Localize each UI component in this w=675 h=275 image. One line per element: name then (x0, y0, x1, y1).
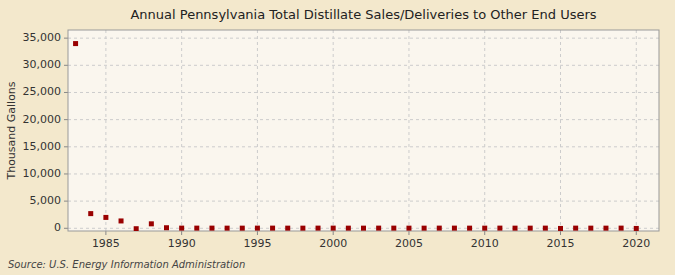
grid-line (181, 30, 182, 231)
tick-label: 0 (54, 221, 61, 234)
tick-label: 2015 (547, 237, 575, 250)
plot-background (68, 30, 659, 231)
point (513, 226, 518, 231)
point (209, 226, 214, 231)
tick-label: 1990 (168, 237, 196, 250)
grid-line (68, 92, 659, 93)
tick-label: 20,000 (23, 113, 62, 126)
tick (636, 231, 637, 235)
tick-label: 35,000 (23, 31, 62, 44)
grid-line (68, 38, 659, 39)
tick (64, 92, 68, 93)
axes: 0 5,000 10,000 15,000 20,000 25,000 30,000 35,0… (23, 31, 651, 250)
tick (560, 231, 561, 235)
point (619, 226, 624, 231)
grid-line (333, 30, 334, 231)
point (88, 211, 93, 216)
point (603, 226, 608, 231)
tick (257, 231, 258, 235)
point (103, 215, 108, 220)
point (573, 226, 578, 231)
point (482, 226, 487, 231)
y-axis-label: Thousand Gallons (5, 81, 18, 180)
point (422, 226, 427, 231)
point (73, 41, 78, 46)
point (543, 226, 548, 231)
grid-line (257, 30, 258, 231)
points (73, 41, 639, 231)
chart: 0 5,000 10,000 15,000 20,000 25,000 30,000 35,0… (0, 0, 675, 275)
point (134, 226, 139, 231)
point (179, 226, 184, 231)
point (270, 226, 275, 231)
tick-label: 25,000 (23, 85, 62, 98)
point (316, 226, 321, 231)
tick-label: 1995 (243, 237, 271, 250)
point (255, 226, 260, 231)
tick-label: 2000 (319, 237, 347, 250)
point (437, 226, 442, 231)
point (588, 226, 593, 231)
grid-line (68, 146, 659, 147)
tick-label: 30,000 (23, 58, 62, 71)
tick-label: 5,000 (30, 194, 62, 207)
point (634, 226, 639, 231)
grid (68, 30, 659, 231)
tick (484, 231, 485, 235)
tick (408, 231, 409, 235)
point (376, 226, 381, 231)
point (558, 226, 563, 231)
tick (181, 231, 182, 235)
point (331, 226, 336, 231)
grid-line (68, 201, 659, 202)
point (361, 226, 366, 231)
background (0, 0, 675, 275)
grid-line (560, 30, 561, 231)
point (149, 221, 154, 226)
tick (64, 38, 68, 39)
tick (64, 173, 68, 174)
tick (105, 231, 106, 235)
grid-line (68, 119, 659, 120)
tick (64, 65, 68, 66)
source: Source: U.S. Energy Information Administ… (8, 259, 245, 270)
grid-line (68, 173, 659, 174)
point (467, 226, 472, 231)
tick (64, 228, 68, 229)
tick-label: 2005 (395, 237, 423, 250)
point (346, 226, 351, 231)
tick (64, 146, 68, 147)
tick-label: 1985 (92, 237, 120, 250)
tick (333, 231, 334, 235)
tick-label: 10,000 (23, 167, 62, 180)
tick (64, 201, 68, 202)
point (406, 226, 411, 231)
point (452, 226, 457, 231)
grid-line (408, 30, 409, 231)
tick (64, 119, 68, 120)
point (225, 226, 230, 231)
grid-line (68, 65, 659, 66)
point (497, 226, 502, 231)
point (164, 225, 169, 230)
tick-label: 15,000 (23, 140, 62, 153)
grid-line (484, 30, 485, 231)
grid-line (105, 30, 106, 231)
title: Annual Pennsylvania Total Distillate Sal… (130, 7, 596, 22)
point (194, 226, 199, 231)
point (119, 218, 124, 223)
point (285, 226, 290, 231)
point (528, 226, 533, 231)
tick-label: 2020 (622, 237, 650, 250)
tick-label: 2010 (471, 237, 499, 250)
plot-frame (68, 30, 659, 231)
point (391, 226, 396, 231)
point (300, 226, 305, 231)
point (240, 226, 245, 231)
grid-line (636, 30, 637, 231)
